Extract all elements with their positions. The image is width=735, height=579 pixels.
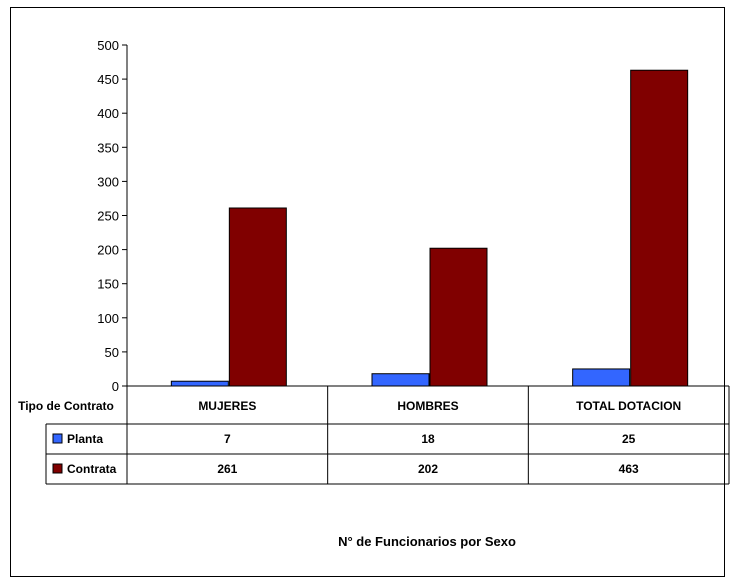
bar-planta-2 — [371, 373, 430, 387]
chart-title: N° de Funcionarios por Sexo — [338, 534, 516, 549]
y-tick-label: 0 — [112, 379, 119, 394]
category-label: HOMBRES — [397, 399, 458, 413]
legend-key-planta — [52, 433, 63, 444]
y-tick-label: 250 — [97, 209, 119, 224]
data-value: 25 — [622, 432, 636, 446]
y-tick-label: 200 — [97, 243, 119, 258]
category-label: MUJERES — [198, 399, 256, 413]
legend-key-contrata — [52, 463, 63, 474]
data-value: 202 — [418, 462, 438, 476]
y-tick-label: 300 — [97, 174, 119, 189]
data-value: 7 — [224, 432, 231, 446]
axis-layer: 0 50 100 150 200 250 300 350 400 450 500 — [97, 38, 128, 394]
y-tick-label: 100 — [97, 311, 119, 326]
series-label: Contrata — [67, 462, 117, 476]
bars-layer — [170, 69, 689, 387]
bar-contrata-2 — [429, 247, 488, 387]
data-value: 463 — [619, 462, 639, 476]
y-tick-label: 50 — [105, 345, 119, 360]
data-table: Tipo de Contrato MUJERES HOMBRES TOTAL DOTA… — [18, 385, 730, 485]
category-label: TOTAL DOTACION — [576, 399, 681, 413]
bar-planta-1 — [170, 380, 229, 387]
bar-contrata-3 — [630, 69, 689, 387]
chart-frame — [10, 7, 725, 577]
bar-contrata-1 — [228, 207, 287, 387]
table-header-label: Tipo de Contrato — [18, 399, 114, 413]
y-tick-label: 350 — [97, 140, 119, 155]
data-value: 18 — [421, 432, 435, 446]
y-tick-label: 150 — [97, 277, 119, 292]
y-tick-label: 500 — [97, 38, 119, 53]
series-label: Planta — [67, 432, 103, 446]
y-tick-label: 400 — [97, 106, 119, 121]
data-value: 261 — [217, 462, 237, 476]
bar-planta-3 — [572, 368, 631, 387]
y-tick-label: 450 — [97, 72, 119, 87]
